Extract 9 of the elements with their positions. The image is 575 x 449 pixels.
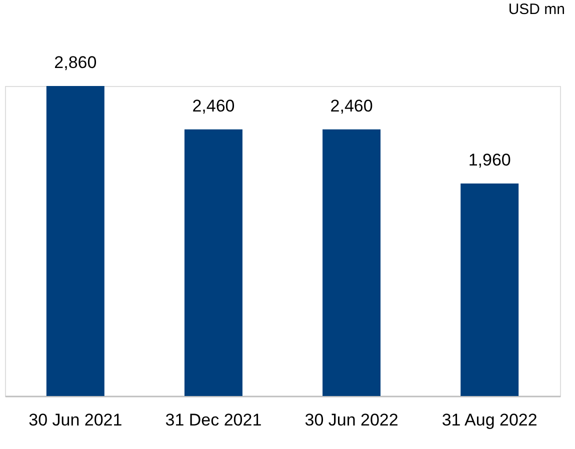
- x-tick-label: 30 Jun 2022: [304, 410, 398, 430]
- x-tick-label: 31 Aug 2022: [442, 410, 538, 430]
- data-label: 1,960: [468, 150, 511, 170]
- text: USD mn: [508, 1, 565, 18]
- data-label: 2,460: [330, 96, 373, 116]
- x-tick-label: 31 Dec 2021: [165, 410, 262, 430]
- x-tick-label: 30 Jun 2021: [28, 410, 122, 430]
- data-label: 2,460: [192, 96, 235, 116]
- data-label: 2,860: [54, 53, 97, 72]
